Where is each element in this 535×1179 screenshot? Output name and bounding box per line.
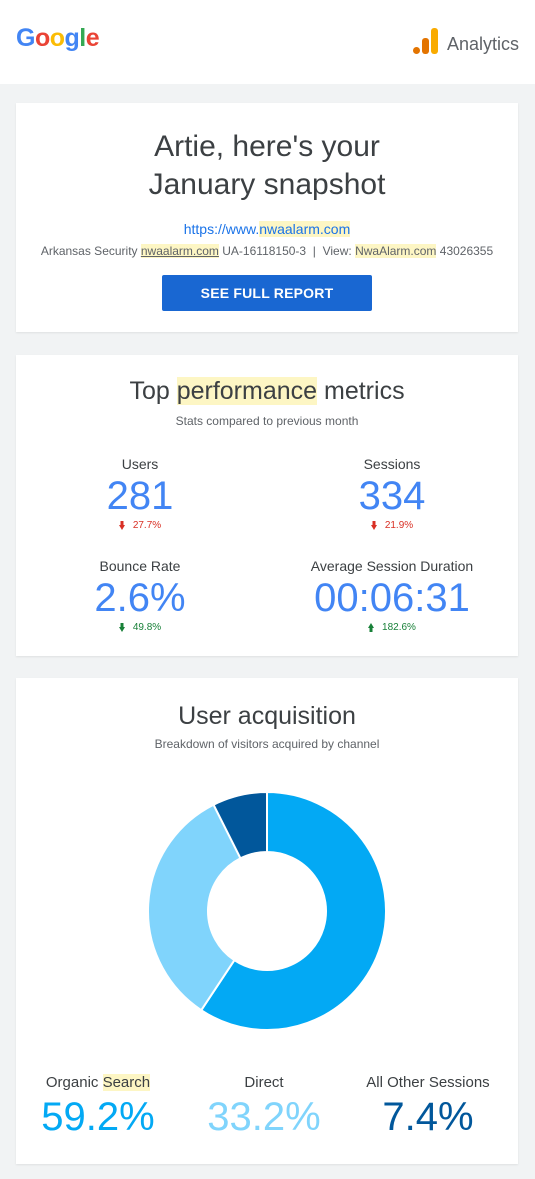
channel-label: All Other Sessions xyxy=(366,1074,490,1091)
metric-label: Sessions xyxy=(363,456,421,472)
snapshot-title-line1: Artie, here's your xyxy=(154,130,380,163)
property-info: Arkansas Security nwaalarm.com UA-161181… xyxy=(16,244,518,258)
metric-label: Users xyxy=(121,456,159,472)
site-url-link[interactable]: https://www.nwaalarm.com xyxy=(16,221,518,237)
see-full-report-button[interactable]: SEE FULL REPORT xyxy=(162,275,372,311)
metric-label: Bounce Rate xyxy=(99,558,181,574)
performance-subtitle: Stats compared to previous month xyxy=(175,414,359,428)
property-id: UA-16118150-3 xyxy=(222,244,307,258)
slice-organic-search xyxy=(199,790,387,1031)
arrow-down-icon xyxy=(118,623,125,632)
acquisition-card: User acquisition Breakdown of visitors a… xyxy=(16,678,518,1164)
analytics-label: Analytics xyxy=(446,34,519,54)
metric-label: Average Session Duration xyxy=(310,558,474,574)
metric-change: 21.9% xyxy=(282,520,502,531)
performance-title: Top performance metrics xyxy=(129,377,405,405)
channel-organic-search: Organic Search 59.2% xyxy=(13,1074,183,1139)
analytics-logo-icon xyxy=(412,28,438,54)
acquisition-title: User acquisition xyxy=(178,702,356,730)
channel-direct: Direct 33.2% xyxy=(179,1074,349,1139)
account-name: Arkansas Security xyxy=(40,244,138,258)
metric-value: 334 xyxy=(358,474,426,518)
metric-sessions: Sessions 334 21.9% xyxy=(282,456,502,531)
slice-all-other-sessions xyxy=(212,790,268,860)
metric-avg-session-duration: Average Session Duration 00:06:31 182.6% xyxy=(282,558,502,633)
acquisition-donut-chart xyxy=(147,790,387,1031)
performance-card: Top performance metrics Stats compared t… xyxy=(16,355,518,656)
logo-letter: G xyxy=(16,24,35,52)
logo-letter: o xyxy=(34,24,50,52)
snapshot-title: Artie, here's your January snapshot xyxy=(16,128,518,204)
logo-letter: l xyxy=(79,24,86,52)
view-label: View: xyxy=(322,244,352,258)
metric-bounce-rate: Bounce Rate 2.6% 49.8% xyxy=(30,558,250,633)
metric-change: 182.6% xyxy=(282,622,502,633)
arrow-up-icon xyxy=(368,623,375,632)
view-id: 43026355 xyxy=(439,244,494,258)
channel-label: Direct xyxy=(244,1074,284,1091)
channel-value: 7.4% xyxy=(382,1095,474,1139)
logo-letter: o xyxy=(49,24,65,52)
channel-all-other-sessions: All Other Sessions 7.4% xyxy=(343,1074,513,1139)
google-logo: Google xyxy=(16,24,100,53)
logo-letter: g xyxy=(64,24,80,52)
separator: | xyxy=(312,244,316,258)
channel-value: 59.2% xyxy=(41,1095,155,1139)
snapshot-title-line2: January snapshot xyxy=(148,168,386,201)
email-header: Google Analytics xyxy=(0,0,535,84)
metric-change: 27.7% xyxy=(30,520,250,531)
metric-value: 281 xyxy=(106,474,174,518)
url-suffix: .com xyxy=(319,221,351,237)
acquisition-subtitle: Breakdown of visitors acquired by channe… xyxy=(154,737,380,751)
slice-direct xyxy=(147,803,242,1012)
url-prefix: https://www. xyxy=(183,221,260,237)
view-name: NwaAlarm.com xyxy=(355,244,437,258)
analytics-brand: Analytics xyxy=(412,28,519,54)
metric-value: 00:06:31 xyxy=(314,576,470,620)
property-domain-link[interactable]: nwaalarm.com xyxy=(140,244,219,258)
channel-value: 33.2% xyxy=(207,1095,321,1139)
url-domain: nwaalarm xyxy=(259,221,320,237)
arrow-down-icon xyxy=(118,521,125,530)
metric-users: Users 281 27.7% xyxy=(30,456,250,531)
channel-label: Organic Search xyxy=(45,1074,151,1091)
arrow-down-icon xyxy=(370,521,377,530)
snapshot-card: Artie, here's your January snapshot http… xyxy=(16,103,518,332)
metric-change: 49.8% xyxy=(30,622,250,633)
metric-value: 2.6% xyxy=(94,576,186,620)
logo-letter: e xyxy=(85,24,100,52)
